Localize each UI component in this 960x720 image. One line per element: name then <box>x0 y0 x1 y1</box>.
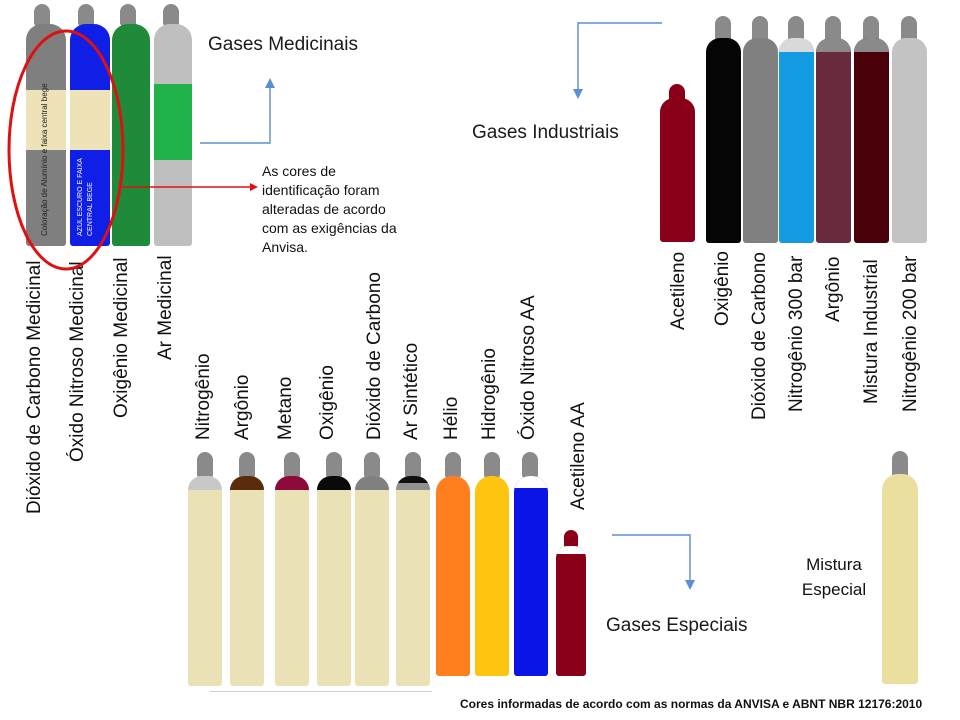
cylinder-shoulder-gray <box>396 483 430 490</box>
cylinder-n2o-medicinal-valve-icon <box>78 4 94 26</box>
cylinder-sp-hydrogen <box>475 476 509 676</box>
label-n2o-medicinal: Óxido Nitroso Medicinal <box>67 261 88 462</box>
cylinder-band <box>70 90 110 150</box>
cylinder-sp-acetylene-aa <box>556 546 586 676</box>
label-sp-methane: Metano <box>275 376 296 440</box>
label-sp-synthetic-air: Ar Sintético <box>401 342 422 440</box>
cylinder-sp-synthetic-air-valve-icon <box>405 452 421 478</box>
label-o2-medicinal: Oxigênio Medicinal <box>111 257 132 418</box>
cylinder-shoulder <box>854 38 889 52</box>
label-air-medicinal: Ar Medicinal <box>155 255 176 360</box>
cylinder-n2-300-valve-icon <box>788 16 804 42</box>
cylinder-band <box>154 84 192 160</box>
label-ind-mix: Mistura Industrial <box>861 259 882 404</box>
cylinder-mixture <box>882 474 918 684</box>
cylinder-sp-argon-valve-icon <box>239 452 255 478</box>
cylinder-mixture-valve-icon <box>892 451 908 477</box>
cylinder-o2-medicinal <box>112 24 150 246</box>
industrial-title: Gases Industriais <box>472 122 619 143</box>
footer-note: Cores informadas de acordo com as normas… <box>460 697 923 711</box>
cylinder-n2-300 <box>779 38 814 243</box>
cylinder-sp-oxygen <box>317 476 351 686</box>
cylinder-sp-helium-valve-icon <box>445 452 461 478</box>
cylinder-co2-medicinal: Coloração de Alumínio e faixa central be… <box>26 24 66 246</box>
cylinder-air-medicinal-valve-icon <box>163 4 179 26</box>
cylinder-n2-200 <box>892 38 927 243</box>
cylinder-sp-acetylene-aa-valve-icon <box>564 530 578 548</box>
cylinder-oxygen-valve-icon <box>715 16 731 42</box>
cylinder-oxygen <box>706 38 741 243</box>
special-base-line <box>210 691 432 692</box>
cylinder-shoulder <box>396 476 430 483</box>
label-sp-hydrogen: Hidrogênio <box>479 348 500 440</box>
cylinder-ind-mix-valve-icon <box>863 16 879 42</box>
cylinder-shoulder <box>514 476 548 488</box>
special-arrow-head-icon <box>685 580 695 590</box>
cylinder-sp-hydrogen-valve-icon <box>484 452 500 478</box>
cylinder-o2-medicinal-valve-icon <box>120 4 136 26</box>
cylinder-shoulder <box>556 546 586 554</box>
label-oxygen: Oxigênio <box>712 251 733 326</box>
label-acetylene: Acetileno <box>668 251 689 330</box>
cylinder-shoulder <box>230 476 264 490</box>
cylinder-acetylene <box>660 98 695 242</box>
cylinder-shoulder <box>317 476 351 490</box>
label-sp-helium: Hélio <box>441 396 462 440</box>
cylinder-sp-co2-valve-icon <box>364 452 380 478</box>
special-arrow <box>612 534 691 583</box>
cylinder-co2 <box>743 38 778 243</box>
label-sp-acetylene-aa: Acetileno AA <box>568 402 589 510</box>
cylinder-acetylene-valve-icon <box>669 84 685 102</box>
label-argon: Argônio <box>823 256 844 323</box>
industrial-arrow <box>577 22 662 92</box>
cylinder-sp-nitrogen <box>188 476 222 686</box>
cylinder-inner-text: AZUL ESCURO E FAIXA CENTRAL BEGE <box>77 158 94 236</box>
special-title: Gases Especiais <box>606 615 748 636</box>
anvisa-note: As cores de identificação foram alterada… <box>262 163 397 255</box>
cylinder-sp-helium <box>436 476 470 676</box>
cylinder-argon <box>816 38 851 243</box>
cylinder-shoulder <box>355 476 389 490</box>
note-arrow-head-icon <box>250 183 258 191</box>
medicinal-arrow <box>200 85 271 144</box>
label-co2: Dióxido de Carbono <box>749 252 770 420</box>
cylinder-shoulder <box>188 476 222 490</box>
cylinder-co2-medicinal-valve-icon <box>34 4 50 26</box>
label-co2-medicinal: Dióxido de Carbono Medicinal <box>24 260 45 514</box>
cylinder-sp-synthetic-air <box>396 476 430 686</box>
cylinder-shoulder <box>816 38 851 52</box>
cylinder-sp-nitrogen-valve-icon <box>197 452 213 478</box>
label-sp-oxygen: Oxigênio <box>317 365 338 440</box>
cylinder-sp-n2o-aa <box>514 476 548 676</box>
medicinal-title: Gases Medicinais <box>208 34 358 55</box>
label-sp-n2o-aa: Óxido Nitroso AA <box>518 295 539 440</box>
label-n2-200: Nitrogênio 200 bar <box>900 255 921 412</box>
label-sp-co2: Dióxido de Carbono <box>364 272 385 440</box>
label-n2-300: Nitrogênio 300 bar <box>786 255 807 412</box>
cylinder-n2-200-valve-icon <box>901 16 917 42</box>
mixture-label: Mistura Especial <box>801 555 867 599</box>
industrial-arrow-head-icon <box>573 89 583 99</box>
medicinal-arrow-head-icon <box>265 78 275 88</box>
cylinder-sp-n2o-aa-valve-icon <box>522 452 538 478</box>
cylinder-argon-valve-icon <box>825 16 841 42</box>
label-sp-argon: Argônio <box>232 374 253 441</box>
cylinder-sp-oxygen-valve-icon <box>326 452 342 478</box>
cylinder-n2o-medicinal: AZUL ESCURO E FAIXA CENTRAL BEGE <box>70 24 110 246</box>
cylinder-co2-valve-icon <box>752 16 768 42</box>
cylinder-shoulder <box>275 476 309 490</box>
cylinder-sp-methane <box>275 476 309 686</box>
cylinder-ind-mix <box>854 38 889 243</box>
label-sp-nitrogen: Nitrogênio <box>193 353 214 440</box>
cylinder-air-medicinal <box>154 24 192 246</box>
cylinder-sp-methane-valve-icon <box>284 452 300 478</box>
cylinder-shoulder <box>779 38 814 52</box>
cylinder-sp-argon <box>230 476 264 686</box>
cylinder-sp-co2 <box>355 476 389 686</box>
cylinder-inner-text: Coloração de Alumínio e faixa central be… <box>40 83 49 236</box>
